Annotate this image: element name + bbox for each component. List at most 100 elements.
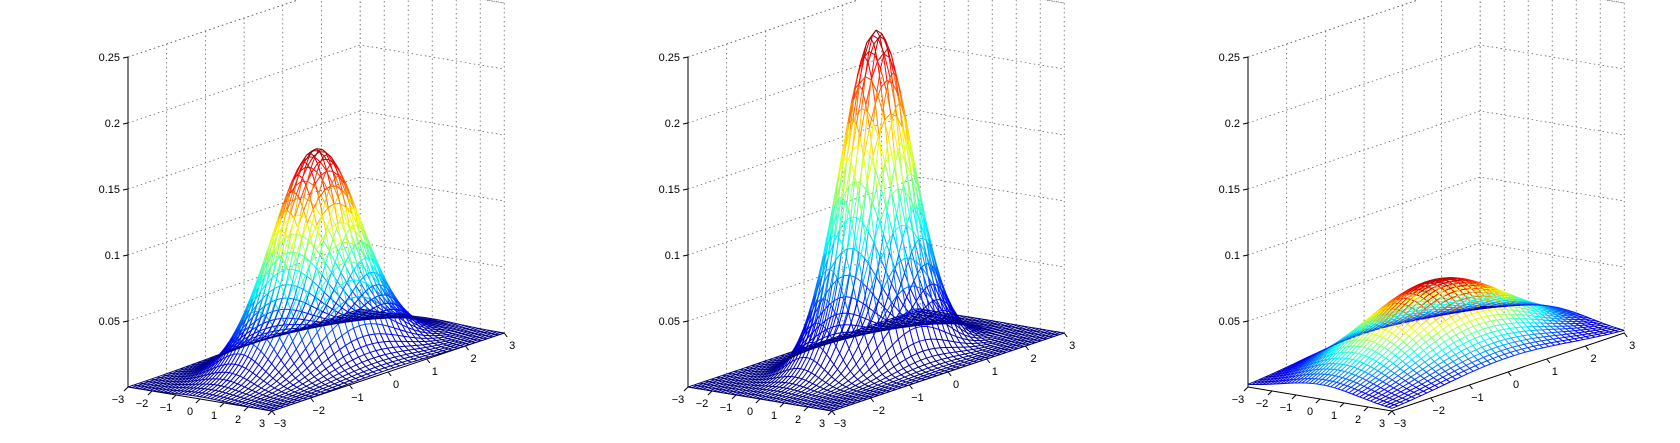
mesh-segment (215, 389, 219, 392)
mesh-segment (146, 383, 151, 386)
mesh-segment (261, 294, 268, 313)
mesh-segment (253, 392, 260, 398)
mesh-segment (920, 223, 928, 242)
mesh-segment (825, 284, 833, 294)
mesh-segment (258, 298, 264, 311)
mesh-segment (226, 354, 231, 358)
mesh-segment (421, 328, 426, 334)
mesh-segment (269, 396, 274, 399)
mesh-segment (440, 346, 445, 349)
mesh-segment (822, 394, 829, 398)
mesh-segment (400, 310, 405, 313)
mesh-segment (868, 50, 875, 56)
mesh-segment (939, 361, 946, 365)
mesh-segment (357, 214, 363, 224)
mesh-segment (329, 162, 334, 166)
mesh-segment (242, 392, 247, 395)
mesh-segment (200, 368, 205, 372)
mesh-segment (966, 356, 973, 360)
mesh-segment (370, 310, 375, 312)
mesh-segment (232, 348, 237, 351)
mesh-segment (443, 336, 448, 340)
mesh-segment (255, 387, 262, 393)
mesh-segment (334, 369, 340, 374)
mesh-segment (385, 352, 392, 356)
mesh-segment (447, 323, 452, 326)
mesh-segment (347, 197, 352, 214)
mesh-segment (995, 348, 1002, 351)
mesh-segment (192, 376, 197, 379)
mesh-segment (371, 286, 378, 293)
mesh-segment (194, 387, 202, 393)
mesh-segment (390, 318, 395, 329)
mesh-segment (267, 326, 272, 333)
mesh-segment (293, 169, 298, 180)
mesh-segment (306, 382, 313, 387)
mesh-segment (300, 319, 305, 325)
mesh-segment (304, 240, 309, 257)
mesh-segment (782, 382, 790, 389)
mesh-segment (880, 79, 888, 88)
mesh-segment (263, 343, 271, 356)
mesh-segment (407, 360, 412, 363)
mesh-segment (278, 225, 284, 244)
mesh-segment (233, 375, 241, 383)
mesh-segment (819, 393, 826, 398)
mesh-segment (954, 341, 961, 344)
mesh-segment (816, 349, 824, 364)
mesh-segment (301, 391, 308, 395)
mesh-segment (328, 182, 333, 192)
mesh-segment (813, 346, 820, 361)
mesh-segment (232, 364, 239, 374)
mesh-segment (223, 396, 228, 399)
mesh-segment (908, 376, 915, 380)
mesh-segment (878, 364, 885, 371)
mesh-segment (256, 397, 261, 400)
mesh-segment (860, 378, 868, 383)
mesh-segment (218, 390, 223, 393)
mesh-segment (339, 203, 346, 208)
mesh-segment (920, 357, 927, 361)
mesh-segment (880, 316, 887, 321)
mesh-segment (911, 251, 919, 274)
mesh-segment (360, 257, 366, 261)
mesh-segment (170, 390, 178, 394)
mesh-segment (328, 203, 335, 208)
mesh-segment (759, 396, 766, 400)
mesh-segment (444, 345, 451, 349)
mesh-segment (238, 364, 243, 367)
mesh-segment (280, 284, 285, 293)
mesh-segment (800, 387, 808, 393)
mesh-segment (237, 354, 245, 366)
mesh-segment (988, 340, 995, 343)
mesh-segment (310, 224, 318, 239)
mesh-segment (765, 393, 772, 397)
mesh-segment (487, 332, 492, 335)
mesh-segment (796, 396, 803, 400)
mesh-segment (425, 346, 430, 350)
mesh-segment (342, 314, 347, 316)
mesh-segment (261, 260, 266, 275)
mesh-segment (877, 382, 884, 386)
mesh-segment (756, 397, 761, 400)
mesh-segment (806, 394, 813, 398)
mesh-segment (362, 241, 367, 245)
mesh-segment (199, 367, 204, 370)
mesh-segment (258, 364, 263, 369)
mesh-segment (341, 331, 348, 337)
mesh-segment (979, 357, 986, 360)
mesh-segment (914, 243, 922, 268)
mesh-segment (343, 183, 349, 198)
mesh-segment (824, 391, 832, 395)
mesh-segment (909, 288, 917, 302)
mesh-segment (340, 317, 347, 320)
mesh-segment (820, 354, 828, 367)
mesh-segment (271, 363, 276, 369)
mesh-segment (250, 375, 257, 383)
mesh-segment (297, 399, 302, 402)
mesh-segment (286, 397, 291, 400)
mesh-segment (211, 362, 216, 366)
mesh-segment (253, 383, 259, 387)
mesh-segment (875, 385, 882, 389)
